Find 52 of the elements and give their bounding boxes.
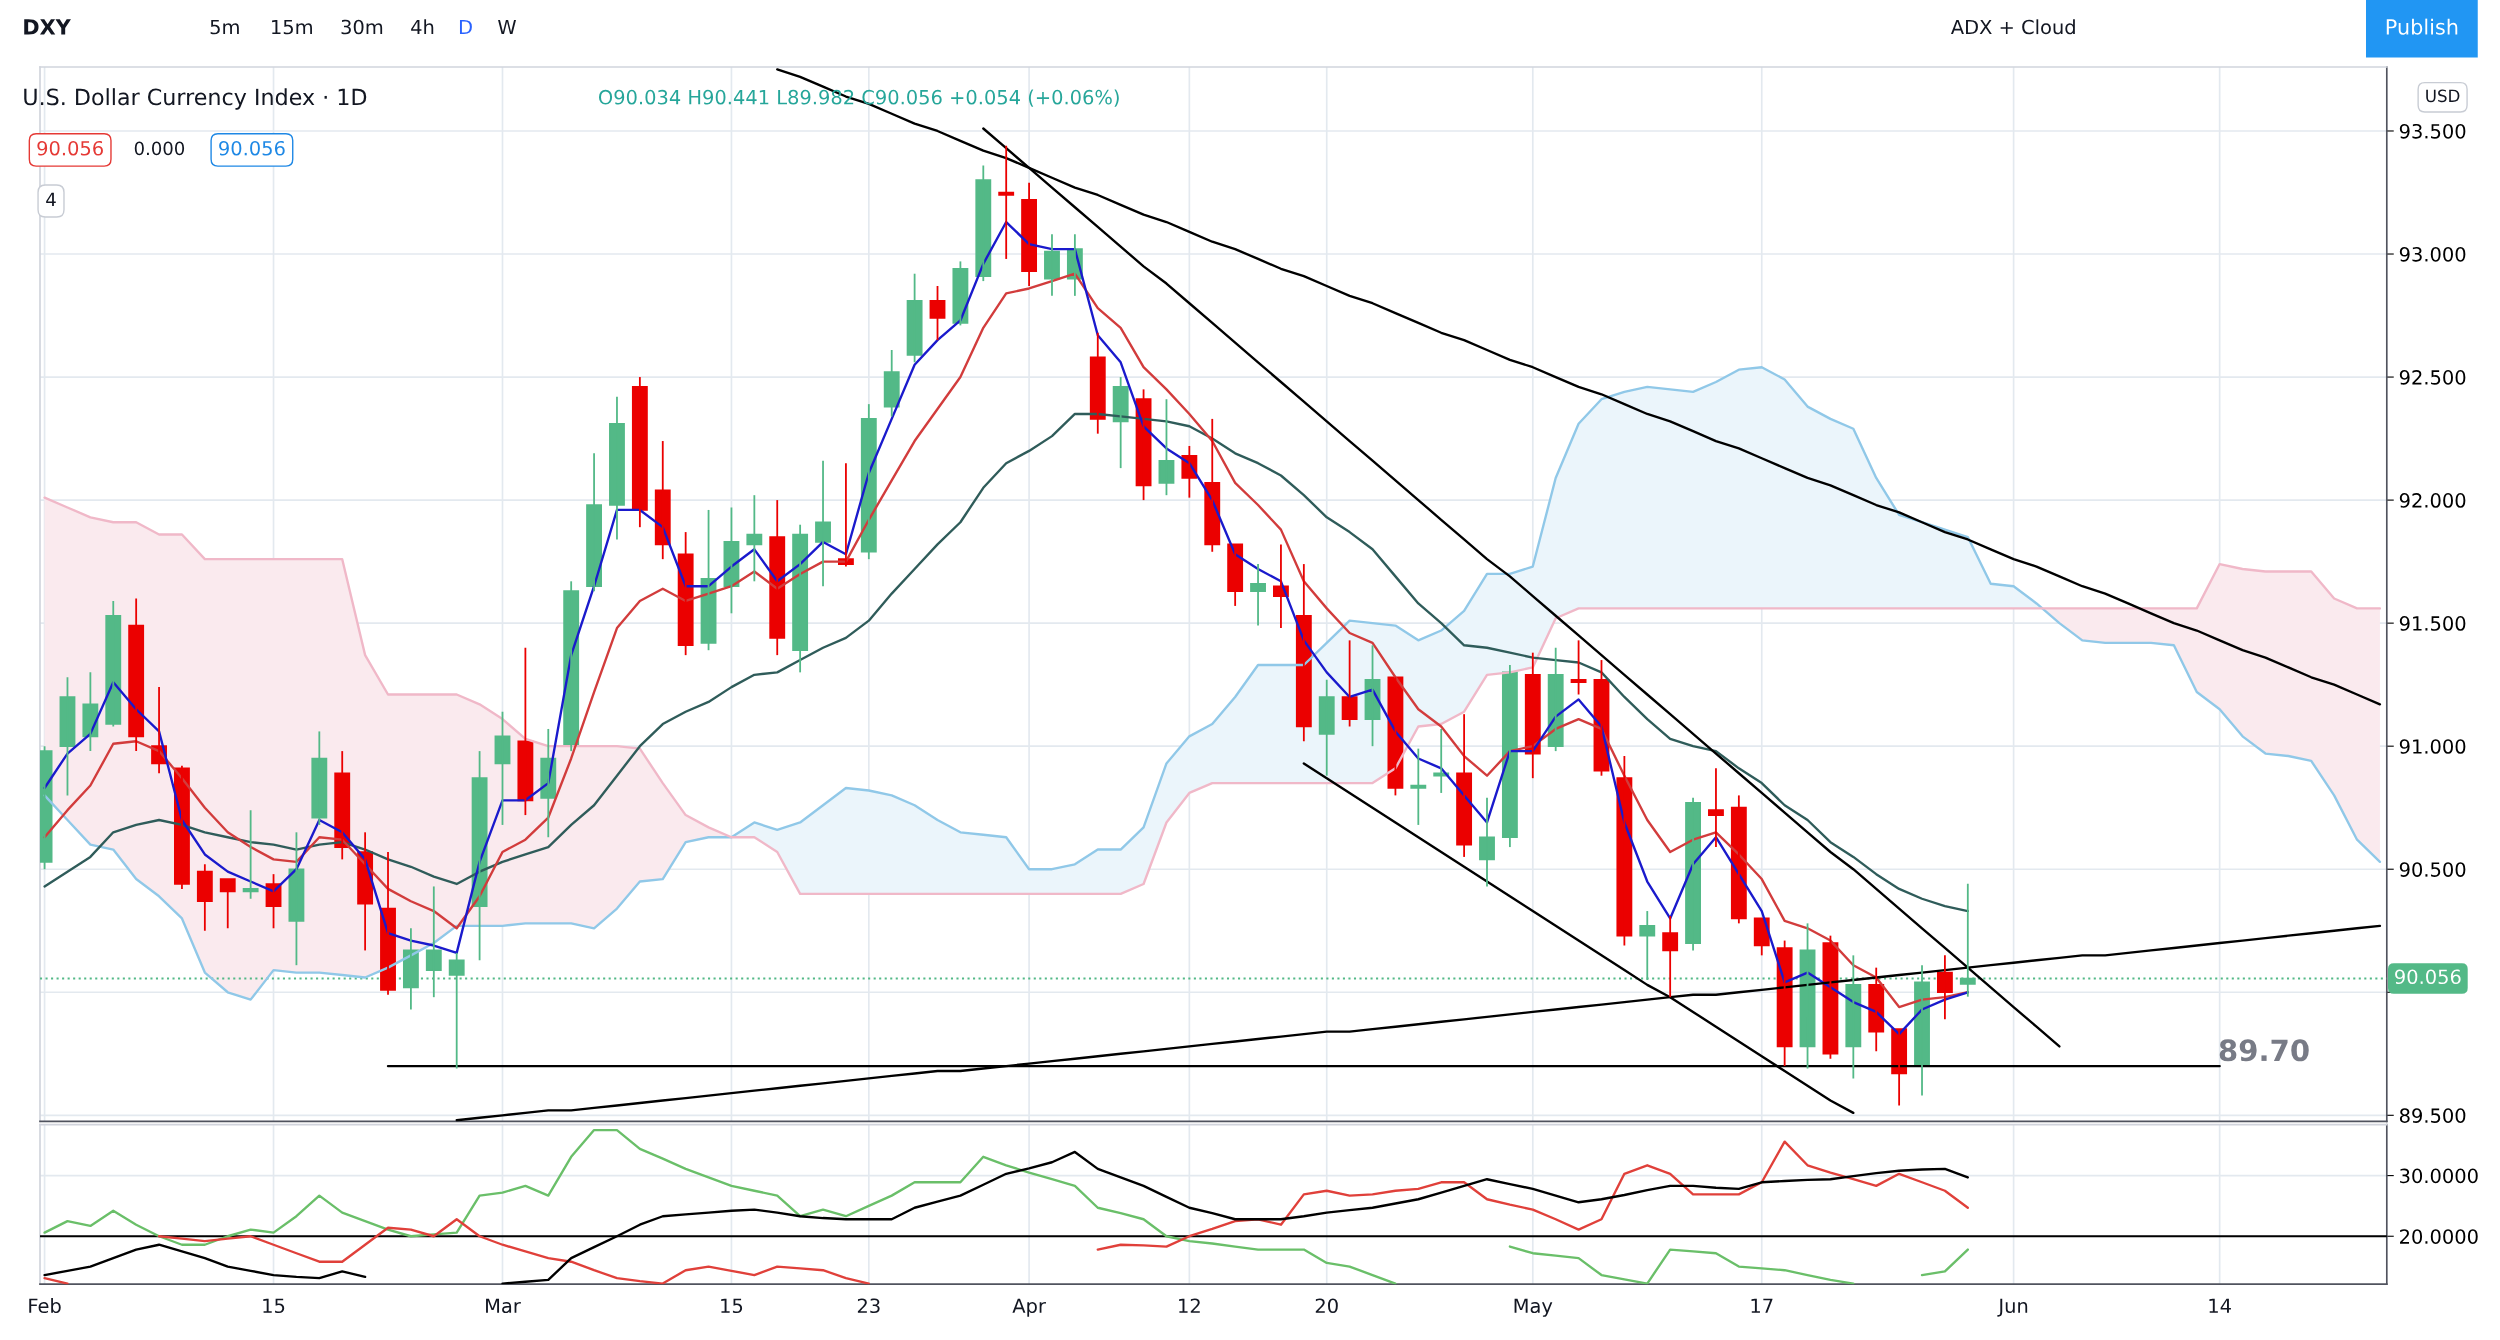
y-tick-label: 89.500	[2399, 1108, 2466, 1123]
x-tick-label: Apr	[1012, 1298, 1046, 1317]
x-tick-label: Jun	[1997, 1298, 2028, 1317]
x-tick-label: 14	[2209, 1298, 2231, 1313]
x-tick-label: 23	[857, 1298, 880, 1314]
candlestick	[1318, 678, 1335, 777]
annotation: 90.056	[37, 140, 103, 156]
annotation: 90.056	[219, 140, 285, 156]
y-tick-label: 30.0000	[2400, 1168, 2478, 1184]
y-tick-label: 91.500	[2399, 616, 2466, 631]
candlestick	[929, 285, 946, 342]
y-tick-label: 92.500	[2399, 370, 2466, 385]
x-tick-label: 17	[1751, 1298, 1773, 1313]
candlestick	[1662, 915, 1679, 999]
y-tick-label: 92.000	[2399, 493, 2466, 508]
text: 15m	[272, 19, 312, 35]
annotation: O90.034 H90.441 L89.982 C90.056 +0.054 (+0.06%)	[598, 89, 1119, 107]
text: 4h	[411, 19, 434, 35]
y-tick-label: 90.500	[2399, 862, 2466, 877]
x-tick-label: May	[1514, 1298, 1553, 1317]
x-tick-label: 15	[263, 1298, 285, 1314]
text: DXY	[24, 19, 71, 35]
annotation: 4	[46, 192, 56, 206]
ref-line-label: 90.056	[2395, 969, 2461, 985]
candlestick	[288, 831, 305, 967]
text: 30m	[341, 19, 383, 35]
line-series	[43, 412, 1969, 913]
x-tick-label: Mar	[486, 1298, 521, 1314]
text: USD	[2426, 89, 2460, 103]
line-series	[43, 496, 2382, 896]
annotation: 89.70	[2219, 1039, 2309, 1062]
text: D	[459, 19, 472, 35]
x-tick-label: 12	[1179, 1298, 1200, 1313]
text: 5m	[210, 19, 239, 35]
y-tick-label: 20.0000	[2400, 1229, 2478, 1244]
y-tick-label: 91.000	[2399, 739, 2466, 754]
x-tick-label: 20	[1315, 1298, 1338, 1314]
candlestick	[815, 459, 831, 588]
x-tick-label: Feb	[29, 1298, 61, 1314]
candlestick	[1479, 796, 1495, 888]
x-tick-label: 15	[721, 1298, 743, 1314]
candlestick	[1158, 398, 1175, 497]
text: ADX + Cloud	[1950, 19, 2075, 35]
annotation: U.S. Dollar Currency Index · 1D	[24, 88, 367, 110]
y-tick-label: 93.000	[2399, 246, 2466, 262]
y-tick-label: 93.500	[2399, 123, 2466, 139]
candlestick	[1570, 639, 1587, 696]
annotation: 0.000	[134, 141, 185, 156]
candlestick	[1708, 767, 1724, 848]
text: W	[498, 19, 516, 35]
text: Publish	[2386, 18, 2458, 35]
candlestick	[219, 878, 236, 930]
